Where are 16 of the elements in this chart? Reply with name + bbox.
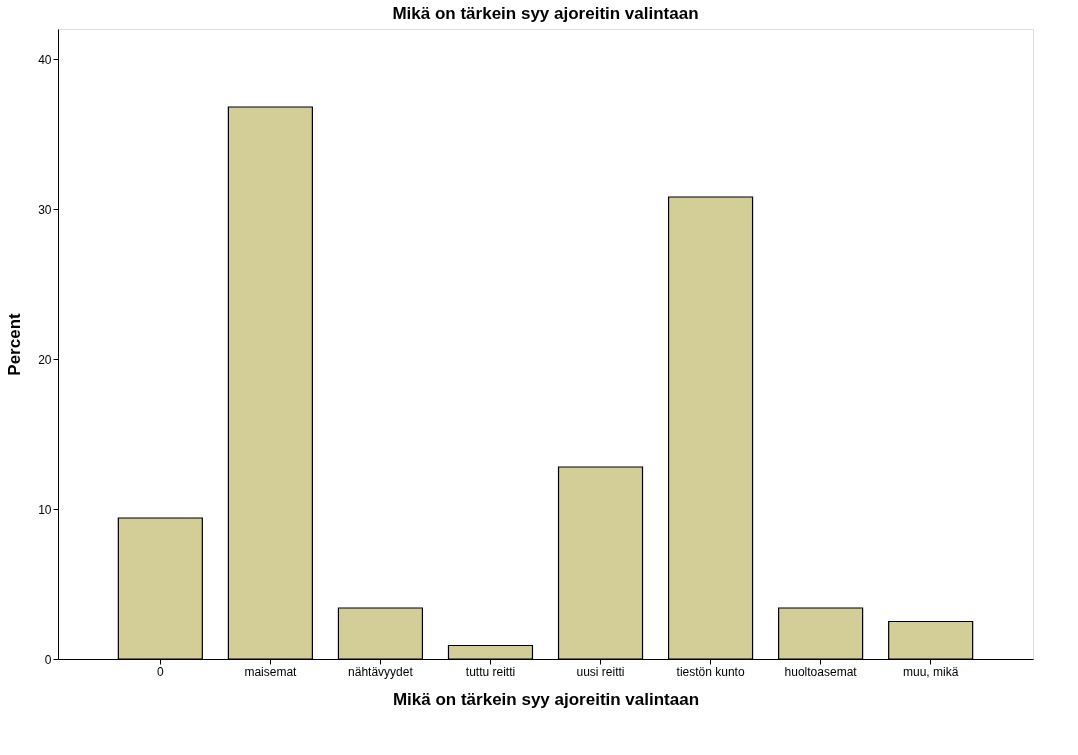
x-tick-label: 0 [157, 664, 164, 679]
x-tick-label: tiestön kunto [676, 664, 745, 679]
y-axis-title: Percent [5, 312, 25, 376]
x-tick-label: tuttu reitti [465, 664, 516, 679]
x-tick-label: uusi reitti [576, 664, 625, 679]
y-tick-label: 30 [38, 202, 52, 217]
y-tick-label: 10 [38, 502, 52, 517]
x-tick-label: muu, mikä [902, 664, 959, 679]
x-tick-label: maisemat [244, 664, 298, 679]
chart-title: Mikä on tärkein syy ajoreitin valintaan [392, 4, 699, 23]
y-tick-label: 0 [44, 652, 52, 667]
y-tick-label: 20 [38, 352, 52, 367]
x-tick-label: nähtävyydet [348, 664, 414, 679]
x-axis-title: Mikä on tärkein syy ajoreitin valintaan [392, 689, 700, 709]
y-tick-label: 40 [38, 52, 52, 67]
x-tick-label: huoltoasemat [784, 664, 858, 679]
